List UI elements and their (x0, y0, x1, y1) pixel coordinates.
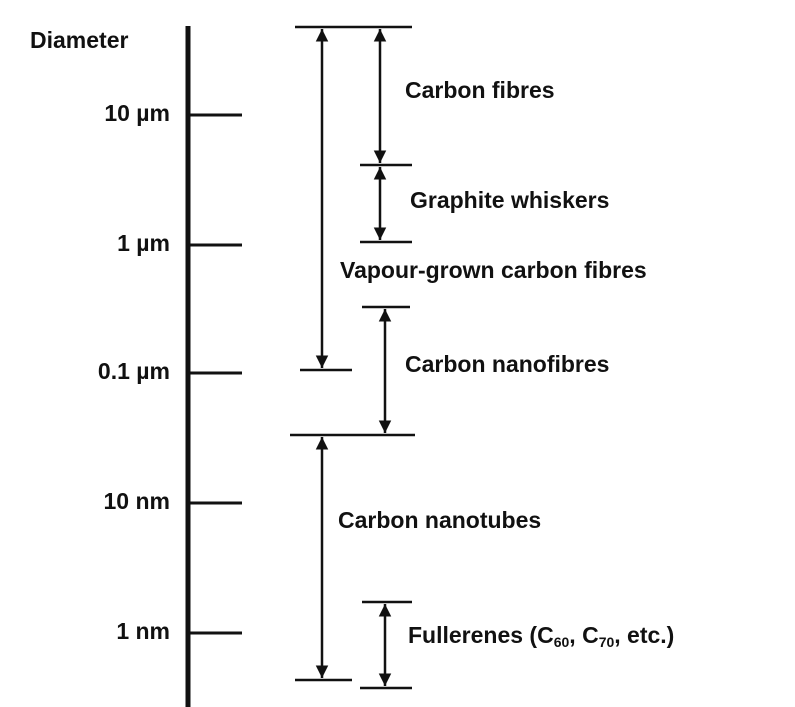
subscript: 60 (554, 634, 570, 650)
tick-label: 10 µm (104, 100, 170, 126)
range-label: Fullerenes (C60, C70, etc.) (408, 622, 674, 650)
range-label: Carbon nanotubes (338, 507, 541, 533)
tick-label: 0.1 µm (98, 358, 170, 384)
range-label: Carbon fibres (405, 77, 555, 103)
label-part: Fullerenes (C (408, 622, 554, 648)
range-label: Vapour-grown carbon fibres (340, 257, 647, 283)
tick-label: 1 µm (117, 230, 170, 256)
tick-label: 1 nm (116, 618, 170, 644)
range-label: Carbon nanofibres (405, 351, 609, 377)
axis-label: Diameter (30, 27, 128, 53)
label-part: , C (569, 622, 598, 648)
label-part: , etc.) (614, 622, 674, 648)
tick-label: 10 nm (104, 488, 170, 514)
subscript: 70 (599, 634, 615, 650)
range-label: Graphite whiskers (410, 187, 609, 213)
